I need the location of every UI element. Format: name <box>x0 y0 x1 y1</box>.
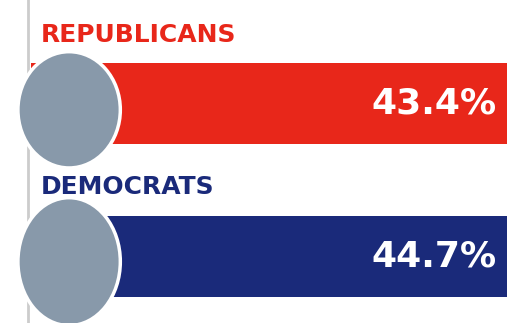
FancyBboxPatch shape <box>31 63 507 144</box>
Text: REPUBLICANS: REPUBLICANS <box>41 23 237 47</box>
FancyBboxPatch shape <box>31 216 507 297</box>
Text: 43.4%: 43.4% <box>372 86 497 120</box>
Text: DEMOCRATS: DEMOCRATS <box>41 175 215 199</box>
Ellipse shape <box>18 52 120 168</box>
Text: 44.7%: 44.7% <box>372 240 497 274</box>
Ellipse shape <box>18 198 120 323</box>
